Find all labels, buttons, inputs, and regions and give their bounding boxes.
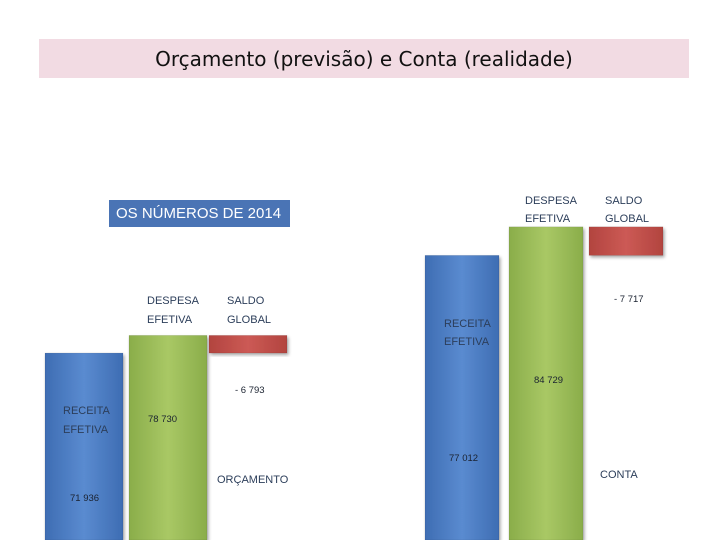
value-label: 84 729 bbox=[534, 375, 563, 386]
value-label: - 7 717 bbox=[614, 294, 644, 305]
bar-despesa-efetiva bbox=[128, 335, 208, 540]
category-label: GLOBAL bbox=[605, 213, 649, 225]
bar-despesa-efetiva bbox=[508, 226, 584, 540]
year-badge: OS NÚMEROS DE 2014 bbox=[109, 200, 290, 227]
panel-name: CONTA bbox=[600, 469, 638, 481]
category-label: RECEITA bbox=[63, 405, 111, 417]
category-label: GLOBAL bbox=[227, 314, 271, 326]
title-bar: Orçamento (previsão) e Conta (realidade) bbox=[39, 39, 689, 78]
value-label: 77 012 bbox=[449, 453, 478, 464]
category-label: DESPESA bbox=[525, 195, 578, 207]
chart-panel-1: 77 012 RECEITA EFETIVA 84 729 DESPESA EFETIVA… bbox=[424, 195, 664, 540]
panel-name: ORÇAMENTO bbox=[217, 474, 289, 486]
value-label: 71 936 bbox=[70, 493, 99, 504]
value-label: 78 730 bbox=[148, 414, 177, 425]
page-title: Orçamento (previsão) e Conta (realidade) bbox=[155, 46, 573, 71]
category-label: EFETIVA bbox=[444, 336, 490, 348]
category-label: SALDO bbox=[227, 295, 265, 307]
category-label: SALDO bbox=[605, 195, 643, 207]
category-label: EFETIVA bbox=[63, 424, 109, 436]
bar-receita-efetiva bbox=[424, 255, 500, 540]
category-label: EFETIVA bbox=[525, 213, 571, 225]
chart-panel-0: 71 936 RECEITA EFETIVA 78 730 DESPESA EFETIVA… bbox=[44, 295, 289, 540]
category-label: EFETIVA bbox=[147, 314, 193, 326]
bar-saldo-global bbox=[208, 335, 288, 354]
bar-saldo-global bbox=[588, 226, 664, 256]
value-label: - 6 793 bbox=[235, 385, 265, 396]
category-label: RECEITA bbox=[444, 318, 492, 330]
bar-receita-efetiva bbox=[44, 352, 124, 540]
category-label: DESPESA bbox=[147, 295, 200, 307]
